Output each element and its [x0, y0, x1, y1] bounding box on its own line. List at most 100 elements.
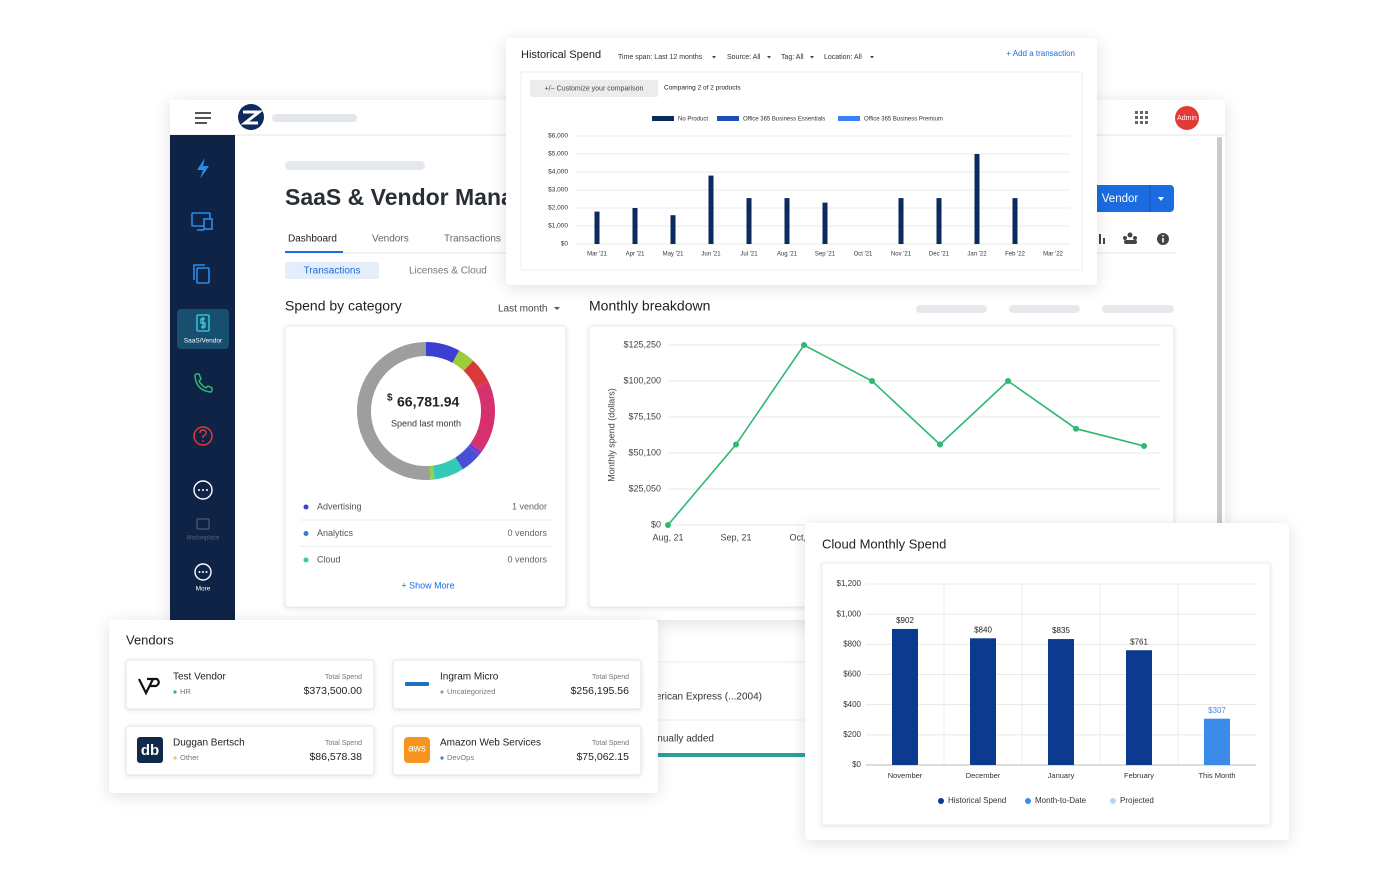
legend-dot — [938, 798, 944, 804]
nav-icon[interactable] — [193, 480, 213, 500]
vendor-category: Uncategorized — [447, 687, 495, 696]
y-tick-label: $1,000 — [837, 609, 862, 618]
dropdown[interactable]: Last month — [498, 304, 547, 315]
vendors: Vendors Test Vendor HR Total Spend $373,500… — [109, 620, 658, 793]
customize-button[interactable] — [530, 80, 658, 97]
caret[interactable] — [810, 56, 814, 59]
vendor-name: Test Vendor — [173, 672, 226, 683]
vendor-name: Duggan Bertsch — [173, 738, 245, 749]
section-title: Spend by category — [285, 298, 402, 314]
value-label: $840 — [974, 625, 992, 634]
x-tick-label: February — [1124, 771, 1154, 780]
nav-icon — [196, 314, 210, 332]
add-link[interactable]: + Add a transaction — [1006, 49, 1075, 58]
placeholder — [285, 161, 425, 170]
x-tick-label: Dec '21 — [929, 252, 950, 258]
panel — [821, 562, 1271, 826]
logo-text: db — [141, 742, 159, 759]
subtab-active[interactable] — [285, 262, 379, 279]
apps-icon[interactable] — [1135, 111, 1148, 124]
subtab[interactable]: Licenses & Cloud — [409, 266, 487, 277]
vendor-tile[interactable] — [392, 659, 642, 710]
menu-icon[interactable] — [195, 112, 211, 124]
y-tick-label: $1,000 — [548, 223, 568, 230]
filter[interactable]: Source: All — [727, 54, 761, 61]
caret[interactable] — [767, 56, 771, 59]
primary-button[interactable] — [1090, 185, 1174, 212]
nav-icon[interactable] — [194, 563, 212, 581]
team-icon[interactable] — [1123, 232, 1137, 245]
value-label: $902 — [896, 616, 914, 625]
value-label: $307 — [1208, 706, 1226, 715]
placeholder — [1009, 305, 1080, 313]
button-label: +/− Customize your comparison — [545, 85, 644, 92]
card-title: Historical Spend — [521, 49, 601, 61]
caret[interactable] — [712, 56, 716, 59]
x-tick-label: Nov '21 — [891, 252, 912, 258]
legend-swatch — [838, 116, 860, 121]
legend-label: No Product — [678, 117, 708, 123]
tab[interactable]: Dashboard — [288, 234, 337, 245]
legend-count: 0 vendors — [507, 528, 547, 538]
total-value: $373,500.00 — [304, 685, 363, 697]
nav-icon[interactable] — [197, 158, 209, 179]
y-tick-label: $400 — [843, 700, 861, 709]
caret[interactable] — [554, 307, 560, 310]
vendor-logo — [404, 737, 430, 763]
total-label: Total Spend — [325, 740, 362, 747]
avatar[interactable] — [1175, 106, 1199, 130]
transaction-row[interactable]: American Express (...2004) — [641, 692, 762, 703]
point — [801, 342, 807, 348]
card-title: Vendors — [126, 632, 174, 647]
nav-icon[interactable] — [193, 426, 213, 446]
total-label: Total Spend — [592, 740, 629, 747]
bar — [594, 211, 600, 244]
y-tick-label: $3,000 — [548, 187, 568, 194]
info-glyph — [1162, 234, 1164, 237]
scrollbar[interactable] — [1217, 137, 1222, 525]
vendor-tile[interactable] — [125, 725, 375, 776]
y-tick-label: $1,200 — [837, 579, 862, 588]
y-tick-label: $6,000 — [548, 133, 568, 140]
show-more[interactable]: + Show More — [401, 580, 454, 590]
value-label: $835 — [1052, 626, 1070, 635]
nav-label: SaaS/Vendor — [184, 338, 223, 345]
nav-icon[interactable] — [196, 518, 210, 530]
vendor-tile[interactable] — [392, 725, 642, 776]
legend-label: Projected — [1120, 796, 1154, 805]
tab[interactable]: Vendors — [372, 234, 409, 245]
vendor-category: Other — [180, 753, 199, 762]
caret[interactable] — [1158, 197, 1164, 201]
logo-mark — [240, 110, 264, 125]
progress — [600, 753, 810, 757]
filter[interactable]: Tag: All — [781, 54, 804, 61]
transaction-row[interactable]: Manually added — [643, 734, 714, 745]
x-tick-label: May '21 — [663, 252, 684, 258]
legend-label: Office 365 Business Essentials — [743, 117, 825, 123]
currency: $ — [387, 393, 393, 404]
total-label: Total Spend — [325, 674, 362, 681]
y-tick-label: $0 — [651, 519, 661, 529]
vendor-tile[interactable] — [125, 659, 375, 710]
line — [667, 343, 1145, 526]
tab[interactable]: Transactions — [444, 234, 501, 245]
panel — [520, 71, 1083, 271]
nav-icon[interactable] — [194, 373, 213, 393]
filter[interactable]: Time span: Last 12 months — [618, 54, 703, 61]
nav-icon[interactable] — [193, 264, 210, 284]
bar — [822, 202, 828, 244]
category-dot — [440, 756, 444, 760]
nav-icon[interactable] — [191, 212, 213, 231]
total-value: $75,062.15 — [576, 751, 629, 763]
y-tick-label: $600 — [843, 670, 861, 679]
caret[interactable] — [870, 56, 874, 59]
value-label: $761 — [1130, 637, 1148, 646]
x-tick-label: Mar '21 — [587, 252, 607, 258]
y-tick-label: $50,100 — [628, 447, 661, 457]
x-tick-label: Oct '21 — [854, 252, 873, 258]
y-tick-label: $0 — [852, 760, 861, 769]
filter[interactable]: Location: All — [824, 54, 862, 61]
x-tick-label: Sep, 21 — [720, 532, 751, 542]
info-glyph — [1162, 238, 1164, 243]
comparison-note: Comparing 2 of 2 products — [664, 85, 741, 92]
